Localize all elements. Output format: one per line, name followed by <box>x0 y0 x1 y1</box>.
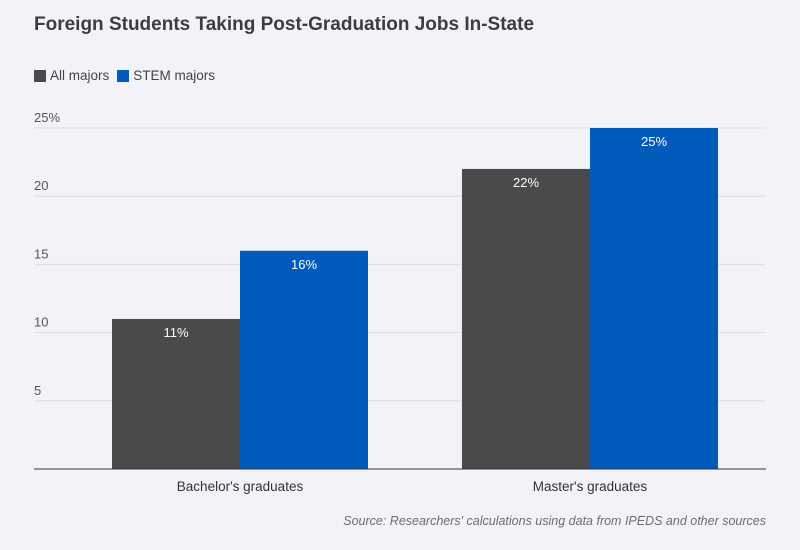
legend-label-all-majors: All majors <box>50 68 110 83</box>
y-tick-label: 5 <box>34 383 41 398</box>
data-label: 22% <box>513 175 539 190</box>
y-tick-label: 15 <box>34 246 48 261</box>
legend: All majors STEM majors <box>34 68 223 83</box>
legend-swatch-all-majors <box>34 69 46 82</box>
source-note: Source: Researchers' calculations using … <box>343 514 766 528</box>
y-tick-label: 10 <box>34 315 48 330</box>
chart-title: Foreign Students Taking Post-Graduation … <box>34 14 535 35</box>
x-tick-label: Master's graduates <box>533 479 648 494</box>
legend-item-stem-majors: STEM majors <box>117 68 215 83</box>
legend-label-stem-majors: STEM majors <box>133 68 216 83</box>
legend-swatch-stem-majors <box>117 69 130 82</box>
y-tick-label: 20 <box>34 178 48 193</box>
data-label: 25% <box>641 134 667 149</box>
bar <box>590 128 718 469</box>
x-tick-label: Bachelor's graduates <box>177 479 304 494</box>
legend-item-all-majors: All majors <box>34 68 109 83</box>
data-label: 16% <box>291 257 317 272</box>
y-tick-label: 25% <box>34 110 60 125</box>
data-label: 11% <box>163 325 188 340</box>
bar <box>112 318 240 469</box>
bar <box>462 168 590 470</box>
bar <box>240 250 368 469</box>
